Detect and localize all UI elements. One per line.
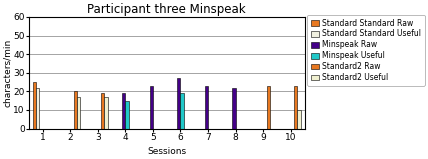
Bar	[297, 110, 301, 128]
Bar	[125, 101, 129, 128]
Y-axis label: characters/min: characters/min	[3, 39, 12, 107]
Bar	[232, 88, 236, 128]
Bar	[77, 97, 80, 128]
Bar	[177, 78, 181, 128]
X-axis label: Sessions: Sessions	[147, 147, 186, 156]
Bar	[74, 91, 77, 128]
Bar	[181, 93, 184, 128]
Bar	[33, 82, 36, 128]
Bar	[150, 86, 153, 128]
Bar	[267, 86, 270, 128]
Bar	[104, 97, 108, 128]
Bar	[36, 88, 39, 128]
Bar	[294, 86, 297, 128]
Bar	[122, 93, 125, 128]
Legend: Standard Standard Raw, Standard Standard Useful, Minspeak Raw, Minspeak Useful, : Standard Standard Raw, Standard Standard…	[307, 15, 425, 86]
Bar	[101, 93, 104, 128]
Bar	[205, 86, 208, 128]
Title: Participant three Minspeak: Participant three Minspeak	[87, 3, 246, 16]
